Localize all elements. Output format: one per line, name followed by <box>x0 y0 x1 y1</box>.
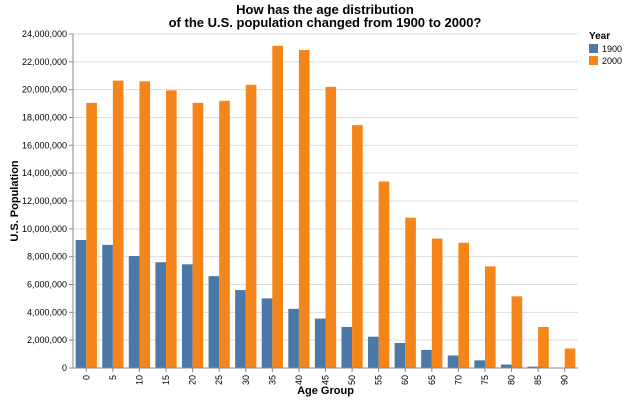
bar-2000-85 <box>538 327 549 368</box>
x-tick-label: 10 <box>134 375 144 385</box>
x-tick-label: 5 <box>108 375 118 380</box>
bar-2000-10 <box>139 81 150 368</box>
bar-1900-35 <box>262 298 273 368</box>
y-tick-label: 18,000,000 <box>22 113 67 123</box>
bar-2000-30 <box>246 85 257 368</box>
x-tick-label: 55 <box>374 375 384 385</box>
bar-2000-55 <box>379 182 390 368</box>
bar-2000-90 <box>565 349 576 368</box>
x-tick-label: 50 <box>347 375 357 385</box>
x-tick-label: 30 <box>241 375 251 385</box>
bar-2000-75 <box>485 266 496 368</box>
legend-label: 1900 <box>602 44 622 54</box>
bar-1900-30 <box>235 290 246 368</box>
x-tick-label: 35 <box>267 375 277 385</box>
y-tick-label: 14,000,000 <box>22 168 67 178</box>
bar-2000-35 <box>272 46 283 368</box>
bar-2000-70 <box>458 243 469 368</box>
x-tick-label: 15 <box>161 375 171 385</box>
y-tick-label: 22,000,000 <box>22 57 67 67</box>
bar-1900-25 <box>209 276 220 368</box>
x-axis: 0 5 10 15 20 25 30 35 40 45 50 55 60 65 70 75 80 85 90 <box>73 368 578 385</box>
y-tick-label: 4,000,000 <box>27 307 67 317</box>
bar-1900-75 <box>474 360 485 368</box>
bar-2000-80 <box>512 296 523 368</box>
bars <box>76 46 576 368</box>
x-tick-label: 25 <box>214 375 224 385</box>
bar-1900-50 <box>341 327 352 368</box>
legend-title: Year <box>589 31 610 42</box>
x-tick-label: 65 <box>427 375 437 385</box>
y-tick-label: 6,000,000 <box>27 280 67 290</box>
y-tick-label: 16,000,000 <box>22 140 67 150</box>
bar-1900-55 <box>368 337 379 368</box>
y-tick-label: 0 <box>62 363 67 373</box>
legend-swatch <box>589 56 598 65</box>
x-tick-label: 40 <box>294 375 304 385</box>
bar-2000-50 <box>352 125 363 368</box>
x-tick-label: 90 <box>560 375 570 385</box>
bar-1900-5 <box>102 245 113 368</box>
bar-2000-20 <box>193 103 204 368</box>
bar-2000-65 <box>432 239 443 368</box>
x-tick-label: 60 <box>400 375 410 385</box>
y-tick-label: 20,000,000 <box>22 85 67 95</box>
bar-1900-65 <box>421 350 432 368</box>
y-tick-label: 24,000,000 <box>22 29 67 39</box>
y-tick-label: 8,000,000 <box>27 252 67 262</box>
bar-2000-15 <box>166 90 177 368</box>
bar-1900-10 <box>129 256 140 368</box>
bar-1900-70 <box>448 355 459 368</box>
chart-title-line: of the U.S. population changed from 1900… <box>169 15 482 30</box>
y-tick-label: 10,000,000 <box>22 224 67 234</box>
x-tick-label: 80 <box>507 375 517 385</box>
bar-1900-45 <box>315 319 326 368</box>
legend-swatch <box>589 44 598 53</box>
legend: Year 1900 2000 <box>589 31 622 66</box>
bar-2000-40 <box>299 50 310 368</box>
bar-1900-20 <box>182 264 193 368</box>
bar-1900-0 <box>76 240 87 368</box>
y-axis-title: U.S. Population <box>9 160 21 242</box>
bar-2000-60 <box>405 218 416 368</box>
bar-1900-80 <box>501 365 512 368</box>
x-tick-label: 75 <box>480 375 490 385</box>
legend-label: 2000 <box>602 56 622 66</box>
y-tick-label: 12,000,000 <box>22 196 67 206</box>
x-tick-label: 85 <box>533 375 543 385</box>
bar-1900-15 <box>155 262 166 368</box>
bar-2000-45 <box>326 87 337 368</box>
y-axis: 0 2,000,000 4,000,000 6,000,000 8,000,000 10,… <box>22 29 73 373</box>
bar-2000-25 <box>219 101 230 368</box>
x-axis-title: Age Group <box>297 385 354 397</box>
bar-2000-0 <box>86 103 97 368</box>
x-tick-label: 0 <box>81 375 91 380</box>
bar-1900-40 <box>288 309 299 368</box>
y-tick-label: 2,000,000 <box>27 335 67 345</box>
x-tick-label: 45 <box>321 375 331 385</box>
x-tick-label: 70 <box>453 375 463 385</box>
bar-2000-5 <box>113 81 124 368</box>
x-tick-label: 20 <box>188 375 198 385</box>
bar-1900-60 <box>395 343 406 368</box>
